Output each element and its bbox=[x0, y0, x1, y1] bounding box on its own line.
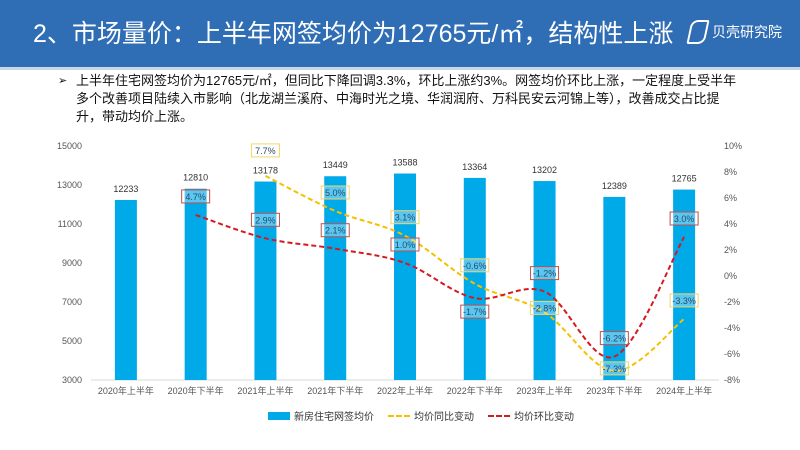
bar-value-label: 12765 bbox=[672, 174, 697, 184]
data-label-box bbox=[181, 189, 211, 204]
bar-value-label: 12233 bbox=[113, 184, 138, 194]
right-tick-label: 8% bbox=[724, 167, 737, 177]
yoy-value-label: -3.3% bbox=[672, 296, 696, 306]
data-label-box bbox=[599, 361, 629, 376]
x-tick-label: 2020年下半年 bbox=[168, 385, 224, 396]
bar bbox=[673, 189, 696, 380]
summary-bullet: ➢ 上半年住宅网签均价为12765元/㎡，但同比下降回调3.3%，环比上涨约3%… bbox=[58, 72, 738, 126]
legend-item-mom: 均价环比变动 bbox=[488, 408, 574, 423]
left-tick-label: 15000 bbox=[57, 141, 82, 151]
bar bbox=[603, 196, 626, 380]
bar bbox=[324, 176, 347, 380]
right-tick-label: -6% bbox=[724, 349, 740, 359]
data-label-box bbox=[599, 331, 629, 346]
mom-value-label: 2.9% bbox=[255, 215, 276, 225]
data-label-box bbox=[460, 304, 490, 319]
mom-value-label: 3.0% bbox=[674, 214, 695, 224]
mom-line bbox=[195, 213, 685, 359]
bar bbox=[254, 181, 277, 380]
x-tick-label: 2024年上半年 bbox=[656, 385, 712, 396]
legend-label: 均价同比变动 bbox=[414, 412, 474, 423]
right-tick-label: 0% bbox=[724, 271, 737, 281]
bar bbox=[394, 173, 416, 380]
bar-value-label: 13588 bbox=[392, 158, 417, 168]
left-tick-label: 5000 bbox=[62, 336, 82, 346]
left-tick-label: 9000 bbox=[62, 258, 82, 268]
left-tick-label: 7000 bbox=[62, 297, 82, 307]
bar-value-label: 12389 bbox=[602, 181, 627, 191]
data-label-box bbox=[669, 211, 699, 226]
right-tick-label: 2% bbox=[724, 245, 737, 255]
header-banner: 2、市场量价：上半年网签均价为12765元/㎡，结构性上涨 贝壳研究院 bbox=[0, 0, 800, 70]
bar-value-label: 13364 bbox=[462, 162, 487, 172]
right-tick-label: 4% bbox=[724, 219, 737, 229]
bar-value-label: 13178 bbox=[253, 166, 278, 176]
right-tick-label: -4% bbox=[724, 323, 740, 333]
x-tick-label: 2021年上半年 bbox=[237, 385, 293, 396]
bar bbox=[533, 181, 556, 380]
mom-value-label: 1.0% bbox=[395, 240, 416, 250]
legend-swatch bbox=[388, 414, 410, 417]
right-tick-label: -8% bbox=[724, 375, 740, 385]
legend-label: 均价环比变动 bbox=[514, 412, 574, 423]
yoy-value-label: -0.6% bbox=[463, 261, 487, 271]
bar bbox=[114, 199, 137, 380]
mom-value-label: -1.7% bbox=[463, 307, 487, 317]
left-tick-label: 11000 bbox=[58, 219, 82, 229]
x-tick-label: 2021年下半年 bbox=[307, 385, 363, 396]
data-label-box bbox=[530, 266, 560, 281]
legend-swatch bbox=[268, 411, 290, 420]
legend-item-bar: 新房住宅网签均价 bbox=[268, 408, 374, 423]
x-tick-label: 2023年上半年 bbox=[517, 385, 573, 396]
data-label-box bbox=[669, 293, 699, 308]
logo: 贝壳研究院 bbox=[686, 20, 782, 44]
arrow-bullet-icon: ➢ bbox=[58, 75, 68, 87]
bar bbox=[463, 177, 486, 380]
yoy-value-label: -2.8% bbox=[533, 303, 557, 313]
chart-legend: 新房住宅网签均价 均价同比变动 均价环比变动 bbox=[268, 408, 574, 423]
bar bbox=[184, 188, 207, 380]
bar-value-label: 13202 bbox=[532, 165, 557, 175]
summary-text: 上半年住宅网签均价为12765元/㎡，但同比下降回调3.3%，环比上涨约3%。网… bbox=[76, 73, 737, 124]
legend-item-yoy: 均价同比变动 bbox=[388, 408, 474, 423]
mom-value-label: -1.2% bbox=[533, 269, 557, 279]
legend-swatch bbox=[488, 414, 510, 417]
mom-value-label: 2.1% bbox=[325, 226, 346, 236]
mom-value-label: -6.2% bbox=[603, 334, 627, 344]
yoy-value-label: 3.1% bbox=[395, 213, 416, 223]
page-title: 2、市场量价：上半年网签均价为12765元/㎡，结构性上涨 bbox=[33, 20, 674, 48]
data-label-box bbox=[320, 185, 350, 200]
right-tick-label: -2% bbox=[724, 297, 740, 307]
data-label-box bbox=[530, 300, 560, 315]
logo-text: 贝壳研究院 bbox=[712, 24, 782, 40]
data-label-box bbox=[460, 258, 490, 273]
data-label-box bbox=[250, 143, 280, 158]
right-tick-label: 6% bbox=[724, 193, 737, 203]
data-label-box bbox=[390, 237, 420, 252]
data-label-box bbox=[250, 212, 280, 227]
x-tick-label: 2022年下半年 bbox=[447, 385, 503, 396]
x-tick-label: 2023年下半年 bbox=[586, 385, 642, 396]
bar-value-label: 13449 bbox=[323, 160, 348, 170]
right-tick-label: 10% bbox=[724, 141, 742, 151]
data-label-box bbox=[320, 223, 350, 238]
yoy-value-label: 7.7% bbox=[255, 146, 276, 156]
yoy-value-label: -7.3% bbox=[603, 364, 627, 374]
yoy-value-label: 5.0% bbox=[325, 188, 346, 198]
bar-value-label: 12810 bbox=[183, 173, 208, 183]
x-tick-label: 2020年上半年 bbox=[98, 385, 154, 396]
mom-value-label: 4.7% bbox=[185, 192, 206, 202]
x-tick-label: 2022年上半年 bbox=[377, 385, 433, 396]
data-label-box bbox=[390, 210, 420, 225]
left-tick-label: 13000 bbox=[57, 180, 82, 190]
legend-label: 新房住宅网签均价 bbox=[294, 412, 374, 423]
left-tick-label: 3000 bbox=[62, 375, 82, 385]
